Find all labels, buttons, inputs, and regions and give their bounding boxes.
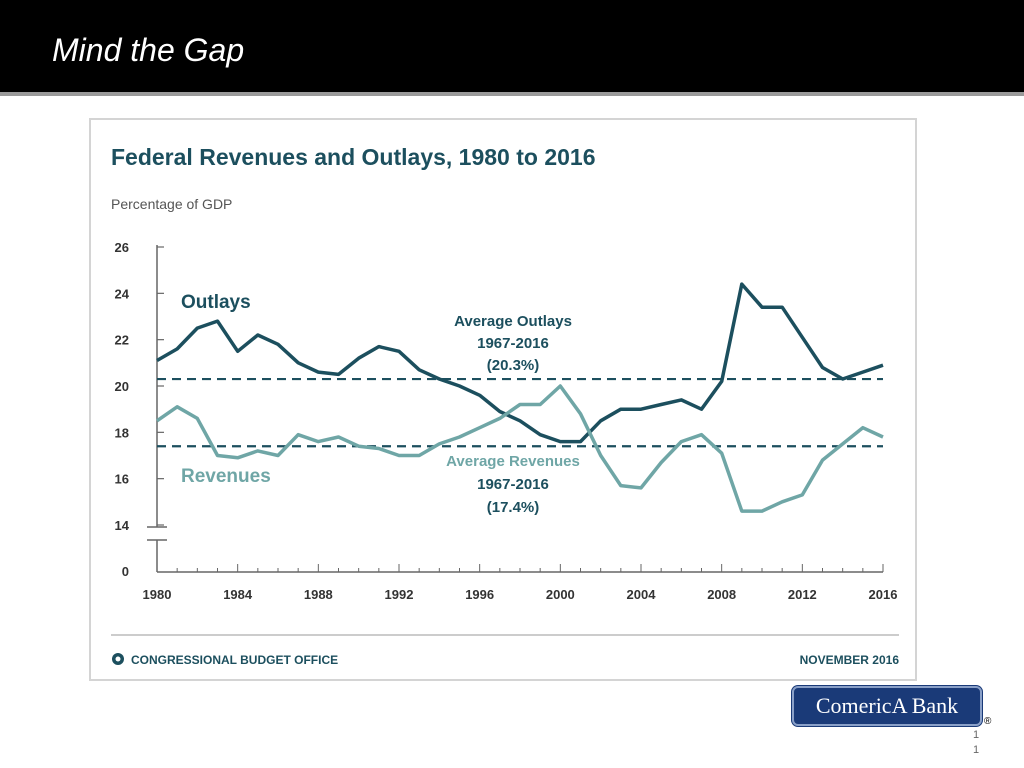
series-line-revenues	[156, 384, 884, 513]
x-tick-label: 2016	[869, 587, 898, 602]
x-tick-label: 1988	[304, 587, 333, 602]
series-label-outlays: Outlays	[181, 292, 251, 313]
chart: Federal Revenues and Outlays, 1980 to 20…	[111, 144, 900, 667]
y-axis-label: Percentage of GDP	[111, 196, 232, 212]
y-tick-label: 20	[115, 379, 129, 394]
annotation-average-revenues: 1967-2016	[477, 476, 549, 493]
page-number-line-1: 1	[972, 729, 980, 741]
y-tick-label: 16	[115, 472, 129, 487]
chart-figure: Federal Revenues and Outlays, 1980 to 20…	[89, 118, 917, 681]
logo-text: ComericA Bank	[815, 693, 959, 718]
page-number-line-2: 1	[972, 744, 980, 756]
chart-title: Federal Revenues and Outlays, 1980 to 20…	[111, 144, 596, 170]
annotation-average-revenues: (17.4%)	[487, 499, 540, 516]
annotation-average-outlays: 1967-2016	[477, 335, 549, 352]
cbo-logo-icon-center	[115, 656, 121, 662]
registered-mark: ®	[984, 716, 992, 727]
y-tick-label: 22	[115, 333, 129, 348]
annotation-average-revenues: Average Revenues	[446, 453, 580, 470]
slide-header: Mind the Gap	[0, 0, 1024, 96]
x-tick-label: 2012	[788, 587, 817, 602]
annotation-average-outlays: Average Outlays	[454, 313, 572, 330]
y-tick-label: 18	[115, 425, 129, 440]
y-tick-label: 24	[115, 286, 130, 301]
comerica-logo: ComericA Bank	[792, 686, 982, 726]
y-tick-label: 26	[115, 240, 129, 255]
x-tick-label: 2008	[707, 587, 736, 602]
annotation-average-outlays: (20.3%)	[487, 357, 540, 374]
series-label-revenues: Revenues	[181, 466, 271, 487]
series-line-outlays	[156, 282, 884, 444]
y-tick-label: 14	[115, 518, 130, 533]
y-tick-label: 0	[122, 564, 129, 579]
x-tick-label: 1996	[465, 587, 494, 602]
x-tick-label: 1980	[143, 587, 172, 602]
footer-source: CONGRESSIONAL BUDGET OFFICE	[131, 653, 338, 667]
x-tick-label: 1992	[385, 587, 414, 602]
x-tick-label: 1984	[223, 587, 253, 602]
footer-date: NOVEMBER 2016	[800, 653, 900, 667]
x-tick-label: 2000	[546, 587, 575, 602]
x-tick-label: 2004	[627, 587, 657, 602]
slide-title: Mind the Gap	[52, 32, 245, 68]
